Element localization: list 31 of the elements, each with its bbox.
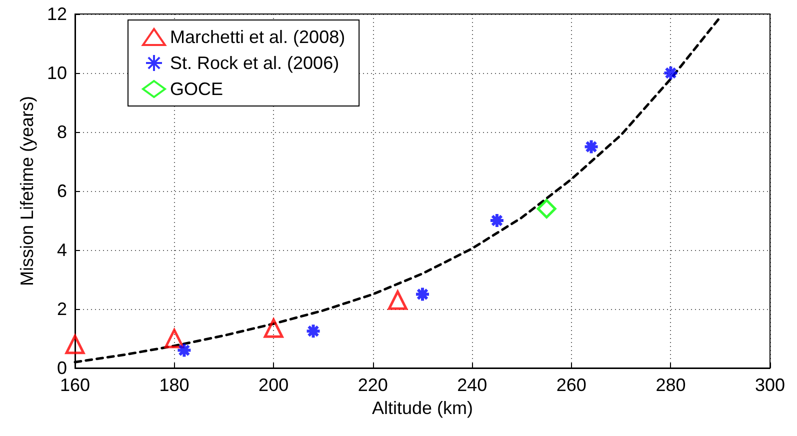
point	[662, 65, 679, 81]
point	[536, 198, 556, 218]
legend-label: Marchetti et al. (2008)	[170, 27, 346, 47]
y-tick-label: 12	[46, 4, 67, 24]
legend-label: GOCE	[170, 79, 224, 99]
point	[65, 334, 85, 354]
point	[164, 328, 184, 348]
point	[388, 290, 408, 310]
y-tick-label: 8	[56, 122, 67, 142]
x-axis-title: Altitude (km)	[372, 398, 474, 418]
point	[488, 212, 505, 228]
x-tick-label: 240	[457, 375, 488, 395]
x-tick-label: 220	[358, 375, 388, 395]
x-tick-label: 200	[258, 375, 289, 395]
x-tick-label: 280	[656, 375, 686, 395]
x-tick-label: 180	[159, 375, 190, 395]
y-axis-title: Mission Lifetime (years)	[17, 96, 38, 286]
point	[264, 318, 284, 338]
point	[305, 323, 322, 340]
point	[176, 342, 192, 358]
y-tick-label: 10	[46, 63, 67, 83]
y-tick-label: 2	[56, 299, 67, 319]
x-tick-label: 160	[60, 375, 90, 395]
y-tick-label: 6	[56, 181, 67, 201]
y-tick-label: 0	[56, 358, 67, 378]
point	[414, 286, 430, 302]
point	[583, 138, 600, 155]
y-tick-label: 4	[56, 240, 67, 260]
x-tick-label: 260	[556, 375, 586, 395]
legend-label: St. Rock et al. (2006)	[170, 53, 340, 73]
x-tick-label: 300	[754, 375, 786, 395]
